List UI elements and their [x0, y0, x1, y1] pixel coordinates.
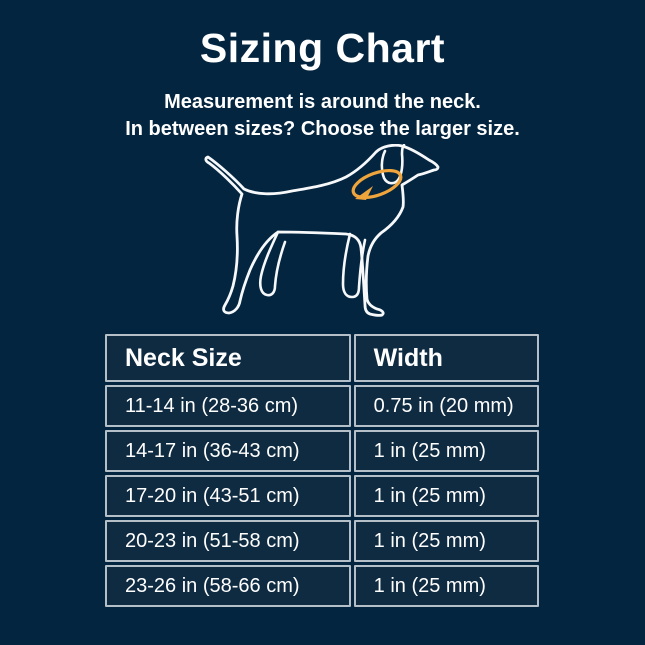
table-row: 23-26 in (58-66 cm) 1 in (25 mm)	[105, 565, 539, 607]
subtitle-line-2: In between sizes? Choose the larger size…	[125, 118, 520, 140]
neck-size-cell: 17-20 in (43-51 cm)	[105, 475, 351, 517]
width-cell: 1 in (25 mm)	[353, 430, 539, 472]
subtitle-line-1: Measurement is around the neck.	[164, 91, 481, 113]
neck-size-cell: 20-23 in (51-58 cm)	[105, 520, 351, 562]
dog-far-front-leg	[341, 232, 367, 299]
header-width: Width	[353, 334, 539, 382]
neck-size-cell: 11-14 in (28-36 cm)	[105, 385, 351, 427]
dog-illustration	[198, 143, 446, 332]
subtitle: Measurement is around the neck. In betwe…	[0, 89, 645, 143]
table-row: 14-17 in (36-43 cm) 1 in (25 mm)	[105, 430, 539, 472]
header-neck-size: Neck Size	[105, 334, 351, 382]
table-row: 17-20 in (43-51 cm) 1 in (25 mm)	[105, 475, 539, 517]
table-row: 20-23 in (51-58 cm) 1 in (25 mm)	[105, 520, 539, 562]
dog-far-rear-leg	[258, 230, 287, 297]
neck-measure-arrow-icon	[351, 168, 403, 200]
width-cell: 1 in (25 mm)	[353, 520, 539, 562]
width-cell: 1 in (25 mm)	[353, 475, 539, 517]
width-cell: 1 in (25 mm)	[353, 565, 539, 607]
dog-body-outline	[204, 143, 440, 317]
neck-size-cell: 23-26 in (58-66 cm)	[105, 565, 351, 607]
dog-outline-drawing	[204, 143, 440, 317]
width-cell: 0.75 in (20 mm)	[353, 385, 539, 427]
page-title: Sizing Chart	[199, 25, 446, 71]
table-header-row: Neck Size Width	[105, 334, 539, 382]
neck-size-cell: 14-17 in (36-43 cm)	[105, 430, 351, 472]
sizing-table: Neck Size Width 11-14 in (28-36 cm) 0.75…	[102, 331, 542, 610]
table-row: 11-14 in (28-36 cm) 0.75 in (20 mm)	[105, 385, 539, 427]
